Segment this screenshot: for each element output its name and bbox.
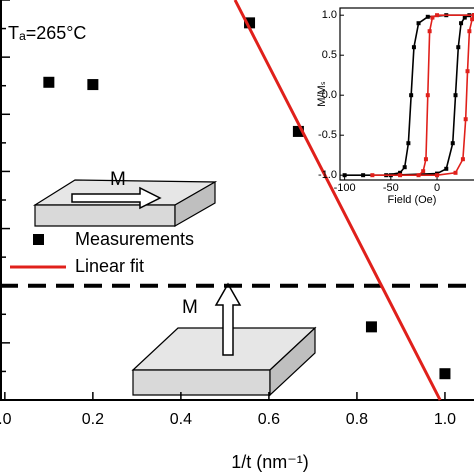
loop-point [430,15,435,20]
loop-point [462,15,467,20]
legend-marker [33,234,44,245]
annotation: M [182,297,198,318]
annotation: Tₐ=265°C [8,23,86,43]
x-axis-label: 1/t (nm⁻¹) [231,452,309,472]
loop-point [465,69,470,74]
inset-x-tick-label: 0 [434,182,440,194]
loop-point [409,93,414,98]
annotation: M [110,169,126,190]
loop-point [453,170,458,175]
loop-point [463,117,468,122]
data-point [244,17,256,29]
inset-y-tick-label: 1.0 [322,9,337,21]
loop-point [416,173,421,178]
data-point [439,368,451,380]
inset-x-label: Field (Oe) [388,194,437,206]
loop-point [406,141,411,146]
inset-y-tick-label: 0.0 [322,89,337,101]
loop-point [450,141,455,146]
loop-point [402,165,407,170]
inset-x-tick-label: -100 [334,182,356,194]
hysteresis-loop [344,14,474,176]
loop-point [416,21,421,26]
loop-point [459,21,464,26]
in-plane-slab [32,179,218,228]
inset-y-tick-label: -0.5 [318,129,337,141]
x-tick-label: 0.2 [82,411,104,428]
loop-point [421,169,426,174]
data-point [365,321,377,333]
loop-point [435,13,440,18]
fit-line [233,0,442,401]
loop-point [467,29,472,34]
legend-label: Measurements [75,229,194,249]
loop-point [423,157,428,162]
legend-label: Linear fit [75,256,144,276]
loop-point [398,170,403,175]
loop-point [472,13,474,18]
inset-y-tick-label: -1.0 [318,169,337,181]
loop-point [460,157,465,162]
x-tick-label: 0.8 [346,411,368,428]
loop-point [427,29,432,34]
data-point [43,76,55,88]
perpendicular-slab [131,282,317,397]
hysteresis-loop [372,14,474,176]
loop-point [470,17,474,22]
inset-y-label: M/Mₛ [316,81,328,107]
loop-point [435,173,440,178]
loop-point [456,45,461,50]
x-tick-label: .0 [0,411,12,428]
loop-point [425,93,430,98]
loop-point [361,173,366,178]
x-tick-label: 1.0 [434,411,456,428]
inset-x-tick-label: -50 [383,182,399,194]
loop-point [425,14,430,19]
loop-point [342,173,347,178]
inset-y-tick-label: 0.5 [322,49,337,61]
loop-point [453,93,458,98]
loop-point [444,166,449,171]
data-point [87,79,99,91]
loop-point [370,173,375,178]
x-tick-label: 0.6 [258,411,280,428]
loop-point [411,45,416,50]
loop-point [398,173,403,178]
data-point [292,125,304,137]
x-tick-label: 0.4 [170,411,192,428]
